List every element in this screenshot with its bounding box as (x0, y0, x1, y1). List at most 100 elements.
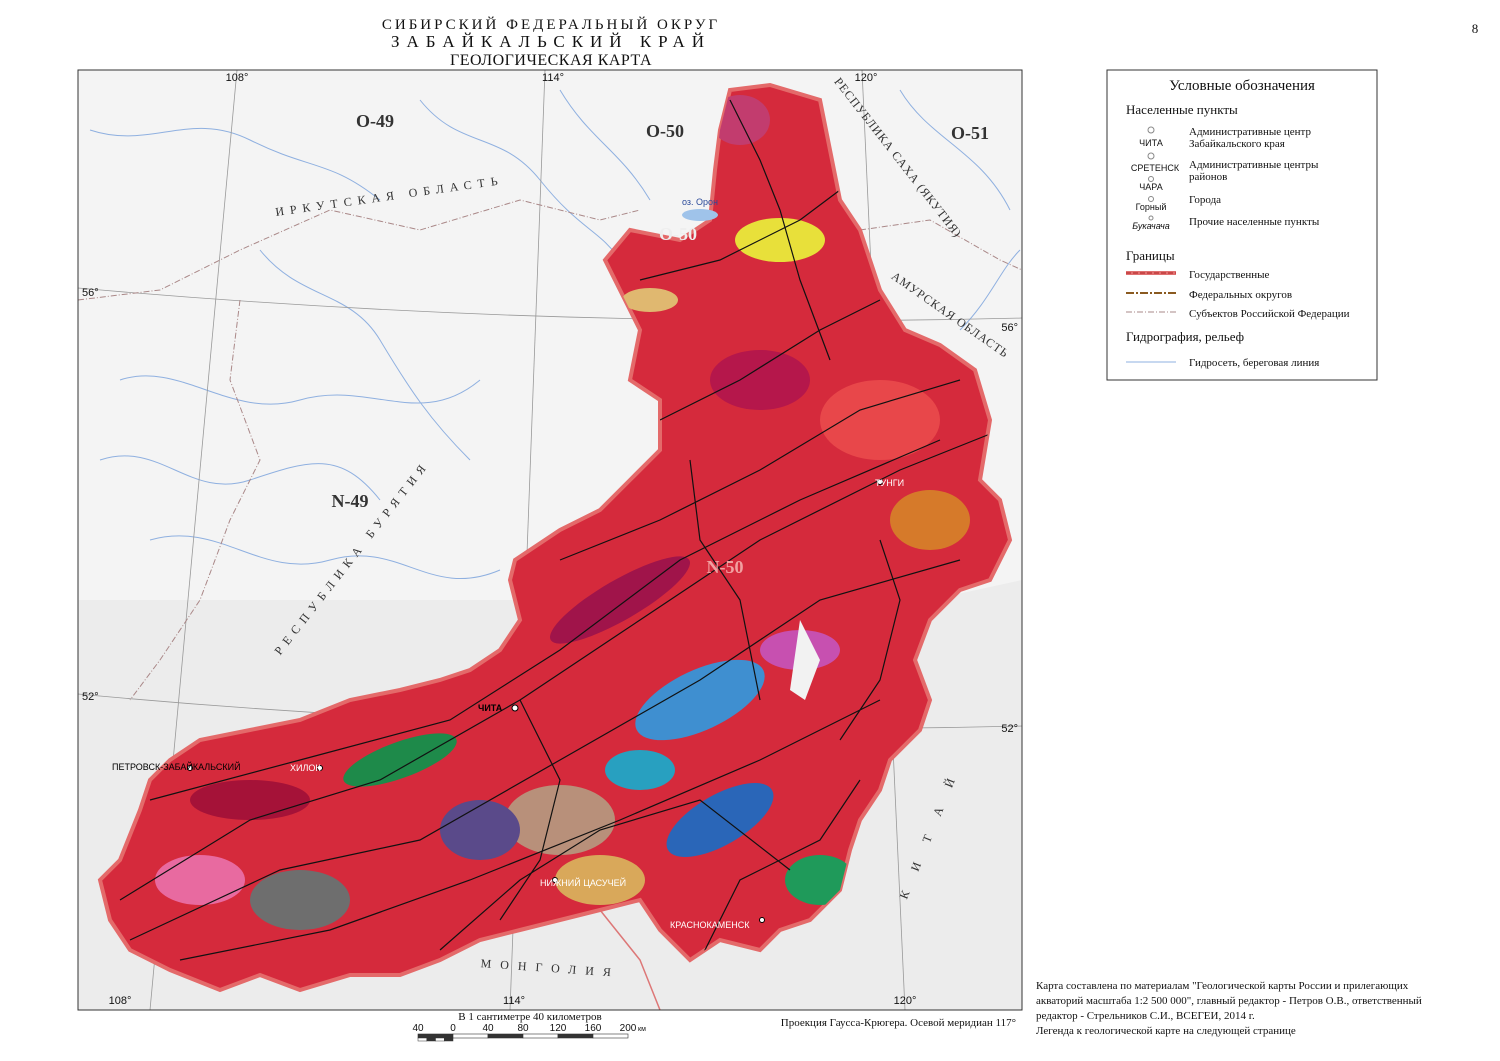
scale-segment (557, 1033, 594, 1039)
scale-subsegment (417, 1037, 427, 1042)
title-line: ГЕОЛОГИЧЕСКАЯ КАРТА (450, 52, 652, 69)
legend-heading: Границы (1126, 248, 1175, 263)
graticule-label: 52° (1001, 723, 1018, 735)
scale-bar: В 1 сантиметре 40 километров 40 0 40 80 120 1… (412, 1011, 646, 1042)
sheet-label: O-50 (659, 224, 697, 244)
city-marker (759, 917, 765, 923)
title-line: ЗАБАЙКАЛЬСКИЙ КРАЙ (391, 32, 711, 51)
fault (639, 189, 841, 281)
legend-label: Забайкальского края (1189, 138, 1285, 150)
legend-label: Государственные (1189, 269, 1270, 281)
unit-patch (735, 218, 825, 262)
graticule-label: 114° (503, 995, 525, 1007)
river (559, 89, 651, 201)
legend-label: Административные центр (1189, 126, 1311, 138)
subject-borders (78, 199, 1022, 701)
title-line: СИБИРСКИЙ ФЕДЕРАЛЬНЫЙ ОКРУГ (382, 16, 720, 33)
unit-patch (555, 855, 645, 905)
river (149, 535, 501, 580)
fault (119, 429, 1001, 901)
unit-patch (622, 288, 678, 312)
geology (155, 95, 970, 930)
unit-patch (343, 733, 457, 787)
city-label: ТУНГИ (875, 478, 904, 488)
unit-patch (710, 350, 810, 410)
legend-box (1106, 69, 1378, 381)
legend: Условные обозначения Населенные пункты Ч… (1106, 69, 1378, 381)
graticule-label: 108° (109, 995, 132, 1007)
unit-patch (440, 800, 520, 860)
unit-patch (666, 783, 774, 857)
unit-patch (790, 620, 820, 700)
unit-patch (155, 855, 245, 905)
scale-title: В 1 сантиметре 40 километров (458, 1011, 601, 1023)
lake-label: оз. Орон (682, 197, 718, 207)
legend-heading: Гидрография, рельеф (1126, 329, 1244, 344)
city-label: ЧИТА (478, 703, 503, 713)
fault (439, 799, 791, 951)
scale-segment (592, 1033, 629, 1039)
legend-symbol (1148, 196, 1154, 202)
map-frame (77, 69, 1023, 1011)
unit-patch (820, 380, 940, 460)
fault (659, 299, 881, 421)
city-label: КРАСНОКАМЕНСК (670, 920, 750, 930)
legend-title: Условные обозначения (1169, 78, 1315, 94)
legend-sample: ЧИТА (1139, 138, 1163, 148)
unit-patch (785, 855, 855, 905)
scale-tick-label: 40 (412, 1023, 424, 1034)
graticule-label: 56° (82, 287, 99, 299)
legend-sample: ЧАРА (1139, 182, 1162, 192)
sheet-label: O-49 (356, 111, 394, 131)
scale-tick-label: 200 (620, 1023, 637, 1034)
legend-label: Административные центры (1189, 159, 1319, 171)
graticule-label: 108° (226, 72, 249, 84)
sheet-label: O-51 (951, 123, 989, 143)
city-label: ПЕТРОВСК-ЗАБАЙКАЛЬСКИЙ (112, 761, 241, 772)
scale-subsegment (444, 1037, 454, 1042)
fault (839, 539, 901, 741)
fault (689, 459, 761, 701)
lake (682, 209, 718, 221)
graticule-label: 120° (894, 995, 917, 1007)
legend-sample: Горный (1136, 202, 1167, 212)
page-number: 8 (1472, 21, 1479, 36)
state-border (599, 909, 661, 1010)
legend-symbol (1147, 152, 1155, 160)
legend-label: Субъектов Российской Федерации (1189, 308, 1350, 320)
graticule-label: 56° (1001, 322, 1018, 334)
fault (559, 379, 961, 561)
unit-patch (190, 780, 310, 820)
credit-line: Карта составлена по материалам "Геологич… (1036, 980, 1409, 992)
unit-patch (250, 870, 350, 930)
scale-tick-label: 80 (517, 1023, 529, 1034)
sheet-label: O-50 (646, 121, 684, 141)
river (959, 249, 1021, 331)
graticule-label: 120° (855, 72, 878, 84)
legend-label: Прочие населенные пункты (1189, 216, 1320, 228)
legend-label: районов (1189, 171, 1227, 183)
border (859, 219, 1022, 271)
legend-label: Федеральных округов (1189, 289, 1292, 301)
scale-segment (487, 1033, 524, 1039)
city-marker (317, 765, 323, 771)
fault (499, 699, 561, 921)
scale-tick-label: 0 (450, 1023, 456, 1034)
fault (179, 699, 881, 961)
legend-sample: Букачача (1132, 221, 1170, 231)
river (899, 89, 1011, 211)
unit-patch (605, 750, 675, 790)
fault (699, 779, 861, 961)
credit-line: Легенда к геологической карте на следующ… (1036, 1025, 1296, 1037)
city-marker (552, 877, 558, 883)
legend-symbol (1147, 126, 1155, 134)
river (259, 249, 471, 461)
border (129, 299, 261, 701)
river (419, 99, 621, 261)
scale-unit: км (638, 1026, 646, 1033)
city-marker (187, 765, 193, 771)
map (78, 70, 1022, 1010)
